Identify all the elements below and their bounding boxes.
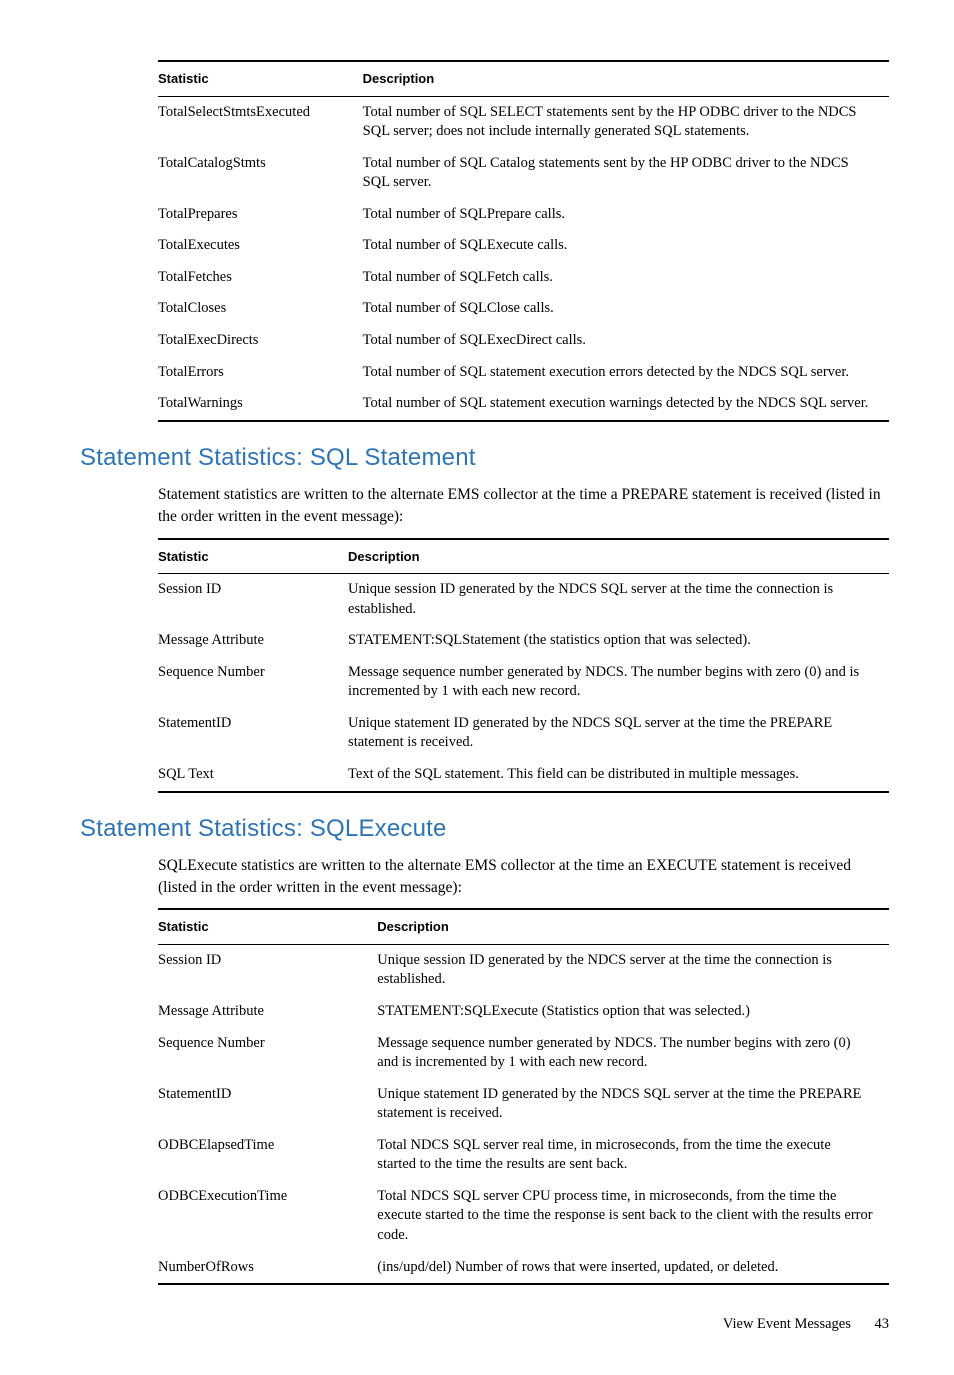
stat-cell: TotalPrepares: [158, 199, 363, 231]
col-header-description: Description: [363, 61, 889, 96]
table-row: Message AttributeSTATEMENT:SQLExecute (S…: [158, 996, 889, 1028]
stat-cell: TotalSelectStmtsExecuted: [158, 96, 363, 148]
table-row: Message AttributeSTATEMENT:SQLStatement …: [158, 625, 889, 657]
col-header-statistic: Statistic: [158, 909, 377, 944]
table-row: StatementIDUnique statement ID generated…: [158, 708, 889, 759]
paragraph-sql-statement: Statement statistics are written to the …: [158, 484, 889, 527]
stat-cell: StatementID: [158, 1079, 377, 1130]
stat-cell: TotalWarnings: [158, 388, 363, 421]
footer-page-number: 43: [875, 1316, 890, 1332]
table-row: Session IDUnique session ID generated by…: [158, 944, 889, 996]
col-header-description: Description: [377, 909, 889, 944]
desc-cell: Total NDCS SQL server real time, in micr…: [377, 1130, 889, 1181]
stat-cell: Sequence Number: [158, 1028, 377, 1079]
table-row: TotalClosesTotal number of SQLClose call…: [158, 293, 889, 325]
table-row: ODBCElapsedTimeTotal NDCS SQL server rea…: [158, 1130, 889, 1181]
stat-cell: SQL Text: [158, 759, 348, 792]
statistics-table-2: Statistic Description Session IDUnique s…: [158, 538, 889, 793]
table-row: NumberOfRows(ins/upd/del) Number of rows…: [158, 1252, 889, 1285]
desc-cell: Unique session ID generated by the NDCS …: [348, 574, 889, 626]
stat-cell: TotalExecDirects: [158, 325, 363, 357]
table-row: TotalCatalogStmtsTotal number of SQL Cat…: [158, 148, 889, 199]
table-row: Sequence NumberMessage sequence number g…: [158, 657, 889, 708]
table-row: StatementIDUnique statement ID generated…: [158, 1079, 889, 1130]
table-row: TotalWarningsTotal number of SQL stateme…: [158, 388, 889, 421]
table-header-row: Statistic Description: [158, 539, 889, 574]
desc-cell: Unique statement ID generated by the NDC…: [377, 1079, 889, 1130]
desc-cell: Unique statement ID generated by the NDC…: [348, 708, 889, 759]
heading-sql-statement: Statement Statistics: SQL Statement: [80, 442, 889, 474]
desc-cell: Total number of SQL SELECT statements se…: [363, 96, 889, 148]
stat-cell: Session ID: [158, 944, 377, 996]
desc-cell: Total number of SQL statement execution …: [363, 357, 889, 389]
stat-cell: Sequence Number: [158, 657, 348, 708]
stat-cell: TotalErrors: [158, 357, 363, 389]
stat-cell: TotalCatalogStmts: [158, 148, 363, 199]
table-row: TotalErrorsTotal number of SQL statement…: [158, 357, 889, 389]
desc-cell: Total number of SQLExecute calls.: [363, 230, 889, 262]
col-header-statistic: Statistic: [158, 539, 348, 574]
table-row: ODBCExecutionTimeTotal NDCS SQL server C…: [158, 1181, 889, 1252]
stat-cell: TotalFetches: [158, 262, 363, 294]
heading-sqlexecute: Statement Statistics: SQLExecute: [80, 813, 889, 845]
desc-cell: (ins/upd/del) Number of rows that were i…: [377, 1252, 889, 1285]
stat-cell: ODBCExecutionTime: [158, 1181, 377, 1252]
desc-cell: Message sequence number generated by NDC…: [348, 657, 889, 708]
desc-cell: Total number of SQLClose calls.: [363, 293, 889, 325]
table-row: TotalPreparesTotal number of SQLPrepare …: [158, 199, 889, 231]
table-header-row: Statistic Description: [158, 61, 889, 96]
desc-cell: Total number of SQLFetch calls.: [363, 262, 889, 294]
table-row: SQL TextText of the SQL statement. This …: [158, 759, 889, 792]
page-footer: View Event Messages 43: [80, 1315, 889, 1335]
desc-cell: STATEMENT:SQLStatement (the statistics o…: [348, 625, 889, 657]
desc-cell: Total number of SQL statement execution …: [363, 388, 889, 421]
col-header-description: Description: [348, 539, 889, 574]
stat-cell: StatementID: [158, 708, 348, 759]
stat-cell: Session ID: [158, 574, 348, 626]
desc-cell: STATEMENT:SQLExecute (Statistics option …: [377, 996, 889, 1028]
statistics-table-3: Statistic Description Session IDUnique s…: [158, 908, 889, 1285]
table-row: TotalExecDirectsTotal number of SQLExecD…: [158, 325, 889, 357]
desc-cell: Message sequence number generated by NDC…: [377, 1028, 889, 1079]
stat-cell: NumberOfRows: [158, 1252, 377, 1285]
col-header-statistic: Statistic: [158, 61, 363, 96]
desc-cell: Total number of SQLExecDirect calls.: [363, 325, 889, 357]
statistics-table-1: Statistic Description TotalSelectStmtsEx…: [158, 60, 889, 422]
paragraph-sqlexecute: SQLExecute statistics are written to the…: [158, 855, 889, 898]
table-row: TotalFetchesTotal number of SQLFetch cal…: [158, 262, 889, 294]
table-row: TotalExecutesTotal number of SQLExecute …: [158, 230, 889, 262]
table-row: Session IDUnique session ID generated by…: [158, 574, 889, 626]
footer-section-title: View Event Messages: [723, 1316, 851, 1332]
desc-cell: Text of the SQL statement. This field ca…: [348, 759, 889, 792]
desc-cell: Total number of SQL Catalog statements s…: [363, 148, 889, 199]
desc-cell: Total number of SQLPrepare calls.: [363, 199, 889, 231]
desc-cell: Total NDCS SQL server CPU process time, …: [377, 1181, 889, 1252]
desc-cell: Unique session ID generated by the NDCS …: [377, 944, 889, 996]
stat-cell: Message Attribute: [158, 625, 348, 657]
stat-cell: ODBCElapsedTime: [158, 1130, 377, 1181]
table-row: Sequence NumberMessage sequence number g…: [158, 1028, 889, 1079]
stat-cell: Message Attribute: [158, 996, 377, 1028]
stat-cell: TotalCloses: [158, 293, 363, 325]
stat-cell: TotalExecutes: [158, 230, 363, 262]
table-row: TotalSelectStmtsExecutedTotal number of …: [158, 96, 889, 148]
table-header-row: Statistic Description: [158, 909, 889, 944]
